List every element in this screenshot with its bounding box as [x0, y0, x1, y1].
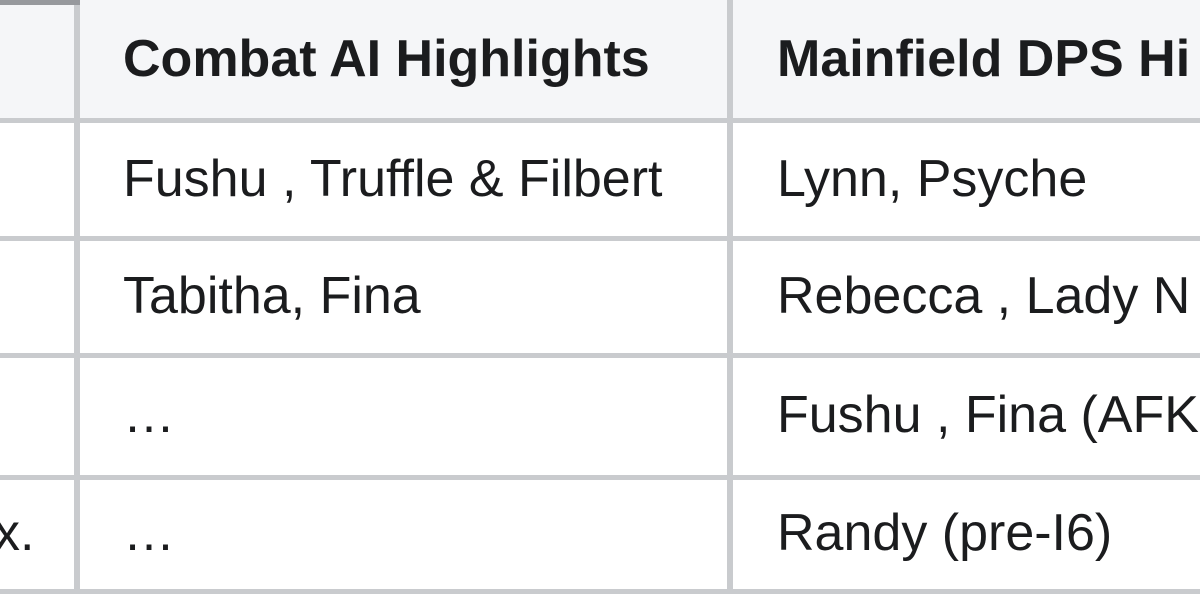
column-border-left	[74, 0, 80, 594]
row3-mainfield-cell: Fushu , Fina (AFK	[777, 386, 1199, 444]
row1-combat-cell: Fushu , Truffle & Filbert	[123, 149, 663, 208]
row-border-under-header	[0, 118, 1200, 123]
header-mainfield-dps-highlights: Mainfield DPS Hi	[731, 0, 1200, 118]
row3-combat-cell: …	[123, 386, 175, 444]
row4-mainfield-cell: Randy (pre-I6)	[777, 504, 1113, 562]
row1-label-cell	[0, 121, 80, 236]
corner-top-border	[0, 0, 80, 5]
row-border-3	[0, 475, 1200, 480]
row-border-2	[0, 353, 1200, 358]
row4-combat-cell: …	[123, 504, 175, 562]
table-bottom-border	[0, 589, 1200, 594]
row2-mainfield-cell: Rebecca , Lady N	[777, 266, 1191, 325]
row4-label-cell: x.	[0, 504, 35, 562]
header-combat-ai-highlights: Combat AI Highlights	[77, 0, 727, 118]
row3-label-cell	[0, 355, 80, 475]
header-corner-cell	[0, 0, 77, 118]
row1-mainfield-cell: Lynn, Psyche	[777, 149, 1088, 208]
row2-label-cell	[0, 238, 80, 353]
row-border-1	[0, 236, 1200, 241]
column-border-right	[727, 0, 733, 594]
row2-combat-cell: Tabitha, Fina	[123, 266, 421, 325]
